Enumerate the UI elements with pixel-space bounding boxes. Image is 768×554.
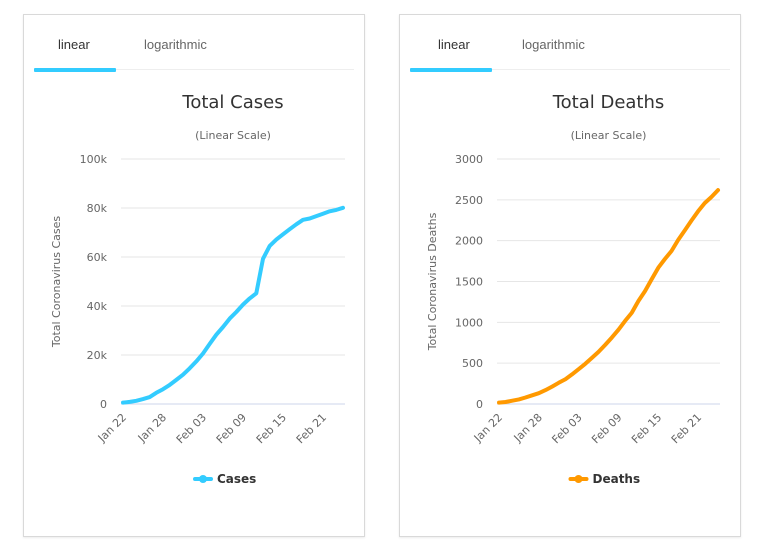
x-tick-label: Feb 21 (294, 411, 329, 446)
tab-linear[interactable]: linear (58, 37, 90, 52)
y-tick-label: 500 (462, 357, 483, 370)
y-tick-label: 1500 (455, 276, 483, 289)
series-line-cases (121, 205, 345, 405)
x-tick-label: Feb 21 (669, 411, 704, 446)
legend-marker-icon (574, 475, 583, 483)
chart-title: Total Cases (181, 92, 283, 113)
cases-chart: Total Cases (Linear Scale) 0 20k 40k 60k 80k 10… (50, 92, 345, 486)
tab-linear[interactable]: linear (438, 37, 470, 52)
deaths-panel: linear logarithmic Total Deaths (Linear S… (399, 14, 741, 537)
y-tick-label: 3000 (455, 153, 483, 166)
y-tick-label: 0 (476, 398, 483, 411)
x-tick-label: Feb 15 (629, 411, 664, 446)
legend-item-cases[interactable]: Cases (193, 472, 256, 486)
x-tick-label: Jan 22 (471, 411, 505, 445)
y-tick-label: 40k (87, 300, 108, 313)
x-tick-label: Feb 03 (174, 411, 209, 446)
legend-label: Cases (217, 472, 256, 486)
y-tick-label: 20k (87, 349, 108, 362)
scale-tabs: linear logarithmic (410, 15, 730, 72)
y-tick-label: 2500 (455, 194, 483, 207)
chart-subtitle: (Linear Scale) (571, 129, 647, 142)
x-tick-label: Feb 09 (589, 411, 624, 446)
x-tick-label: Jan 22 (95, 411, 129, 445)
legend-item-deaths[interactable]: Deaths (568, 472, 641, 486)
x-tick-label: Feb 03 (549, 411, 584, 446)
chart-title: Total Deaths (552, 92, 665, 113)
tab-logarithmic[interactable]: logarithmic (522, 37, 585, 52)
active-tab-indicator (34, 68, 116, 72)
deaths-chart: Total Deaths (Linear Scale) 0 500 1000 1500 20… (426, 92, 720, 486)
y-tick-label: 80k (87, 202, 108, 215)
scale-tabs: linear logarithmic (34, 15, 354, 72)
tab-logarithmic[interactable]: logarithmic (144, 37, 207, 52)
series-line-deaths (497, 188, 720, 405)
y-tick-label: 100k (80, 153, 108, 166)
chart-subtitle: (Linear Scale) (195, 129, 271, 142)
legend-label: Deaths (593, 472, 641, 486)
y-tick-label: 1000 (455, 316, 483, 329)
x-tick-label: Feb 15 (254, 411, 289, 446)
cases-panel: linear logarithmic Total Cases (Linear Sc… (23, 14, 365, 537)
y-tick-label: 0 (100, 398, 107, 411)
x-tick-label: Jan 28 (511, 411, 545, 445)
y-tick-label: 60k (87, 251, 108, 264)
y-tick-label: 2000 (455, 235, 483, 248)
y-axis-title: Total Coronavirus Deaths (426, 212, 439, 351)
active-tab-indicator (410, 68, 492, 72)
x-tick-label: Feb 09 (214, 411, 249, 446)
legend-marker-icon (199, 475, 207, 483)
y-axis-title: Total Coronavirus Cases (50, 216, 63, 349)
x-tick-label: Jan 28 (135, 411, 169, 445)
